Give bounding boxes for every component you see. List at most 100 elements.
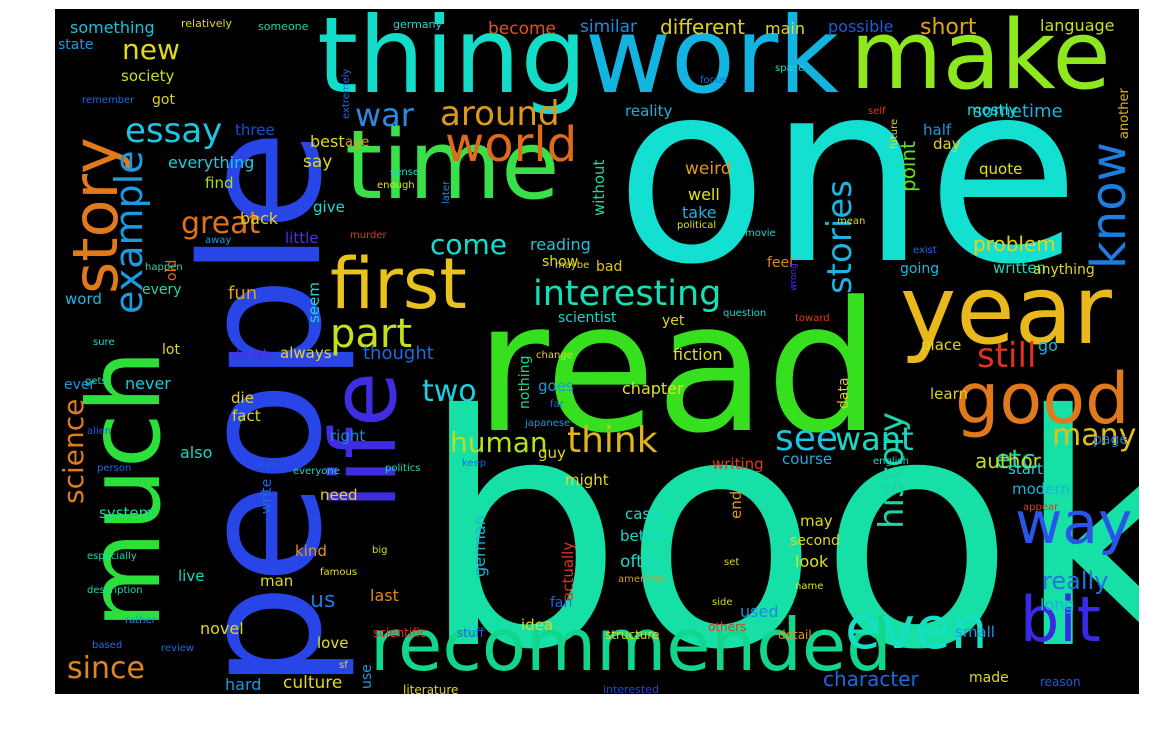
word-age: age [345,135,370,150]
word-since: since [67,651,145,686]
word-always: always [280,344,332,362]
word-side: side [712,597,733,608]
word-author: author [975,449,1041,473]
word-best: best [310,132,345,151]
word-kind: kind [295,542,327,560]
word-self: self [868,106,886,117]
word-others: others [708,620,747,634]
word-good: good [955,358,1130,440]
word-seem: seem [305,282,323,323]
word-away: away [205,235,232,246]
word-culture: culture [283,673,343,693]
word-state: state [58,37,94,53]
word-language: language [1040,16,1115,35]
word-anything: anything [1033,262,1095,278]
word-fun: fun [228,283,258,304]
word-live: live [178,567,205,585]
word-extremely: extremely [341,68,352,119]
word-long: long [1040,595,1075,614]
word-book: book [420,348,1139,694]
word-made: made [969,670,1009,686]
word-similar: similar [580,17,637,37]
word-half: half [923,121,952,139]
word-reading: reading [530,235,591,254]
word-love: love [317,634,349,652]
word-keep: keep [462,458,487,469]
word-japanese: japanese [525,418,571,429]
word-another: another [1117,88,1132,139]
word-stuff: stuff [457,626,484,640]
word-write: write [259,478,275,514]
word-review: review [161,643,195,654]
word-reality: reality [625,102,673,120]
word-american: american [618,574,665,585]
word-name: name [795,581,824,592]
word-make: make [850,9,1111,111]
word-appear: appear [1023,502,1059,513]
word-later: later [441,180,452,204]
word-fiction: fiction [673,345,723,364]
word-relatively: relatively [181,17,233,30]
word-famous: famous [320,567,358,578]
word-back: back [240,209,279,228]
word-someone: someone [258,20,309,33]
word-never: never [125,374,171,393]
word-possible: possible [828,17,894,36]
word-main: main [765,19,805,38]
word-especially: especially [87,551,137,562]
word-different: different [660,15,745,39]
word-german: german [470,515,489,577]
word-politics: politics [385,463,421,474]
word-right: right [330,427,366,445]
word-thought: thought [363,343,434,364]
word-fact: fact [232,407,261,425]
word-something: something [70,18,155,37]
word-see: see [775,418,839,459]
word-use: use [359,664,375,689]
word-rather: rather [125,615,156,626]
word-data: data [836,377,852,409]
word-quote: quote [979,160,1023,178]
word-novel: novel [200,619,244,638]
word-focus: focus [700,75,727,86]
word-every: every [142,282,182,298]
word-sure: sure [93,337,115,348]
word-got: got [152,92,175,108]
word-many: many [1052,418,1137,453]
word-bad: bad [596,259,623,275]
word-lot: lot [162,342,180,358]
word-character: character [823,667,919,691]
word-maybe: maybe [555,260,590,271]
word-might: might [565,471,609,489]
word-goes: goes [538,377,574,395]
word-based: based [92,640,123,651]
word-learn: learn [930,385,968,403]
word-recommended: recommended [370,603,892,687]
word-description: description [87,585,143,596]
word-exist: exist [913,245,937,256]
word-short: short [920,15,977,40]
word-well: well [688,185,720,204]
word-sometime: sometime [973,101,1063,122]
word-question: question [723,308,767,319]
word-need: need [320,486,358,504]
word-future: future [889,118,900,149]
word-gets: gets [85,376,107,387]
word-little: little [285,229,319,247]
word-course: course [782,450,833,468]
word-part: part [330,311,413,357]
word-work: work [585,9,840,117]
word-know: know [1081,142,1137,269]
word-ever: ever [64,377,96,393]
word-without: without [590,159,608,216]
word-case: case [625,505,660,523]
word-think: think [567,420,658,461]
word-death: death [231,348,272,364]
word-even: even [845,594,988,662]
word-interested: interested [603,683,659,694]
word-science: science [57,398,90,504]
word-mean: mean [837,216,866,227]
word-come: come [430,228,508,261]
word-point: point [896,140,920,192]
word-want: want [835,420,914,458]
